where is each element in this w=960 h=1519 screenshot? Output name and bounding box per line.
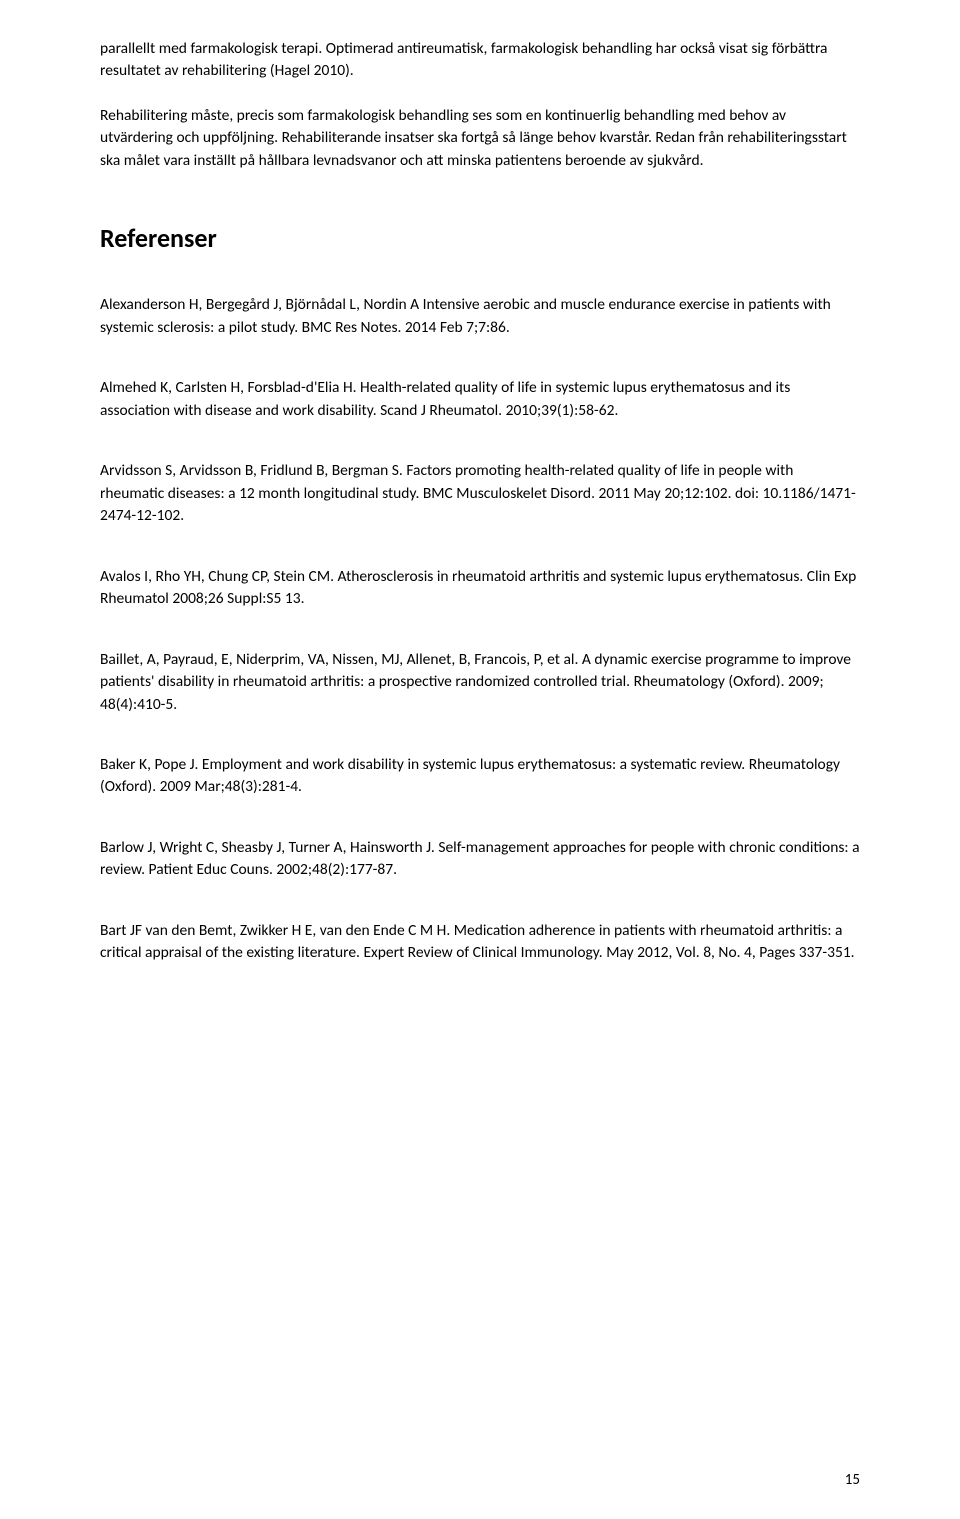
reference-item: Alexanderson H, Bergegård J, Björnådal L… xyxy=(100,294,860,339)
reference-item: Baker K, Pope J. Employment and work dis… xyxy=(100,754,860,799)
reference-item: Avalos I, Rho YH, Chung CP, Stein CM. At… xyxy=(100,566,860,611)
references-heading: Referenser xyxy=(100,222,860,254)
body-paragraph: Rehabilitering måste, precis som farmako… xyxy=(100,105,860,172)
reference-item: Baillet, A, Payraud, E, Niderprim, VA, N… xyxy=(100,649,860,716)
page-number: 15 xyxy=(845,1471,860,1489)
reference-item: Bart JF van den Bemt, Zwikker H E, van d… xyxy=(100,920,860,965)
intro-paragraph: parallellt med farmakologisk terapi. Opt… xyxy=(100,38,860,83)
reference-item: Arvidsson S, Arvidsson B, Fridlund B, Be… xyxy=(100,460,860,527)
reference-item: Barlow J, Wright C, Sheasby J, Turner A,… xyxy=(100,837,860,882)
reference-item: Almehed K, Carlsten H, Forsblad-d'Elia H… xyxy=(100,377,860,422)
